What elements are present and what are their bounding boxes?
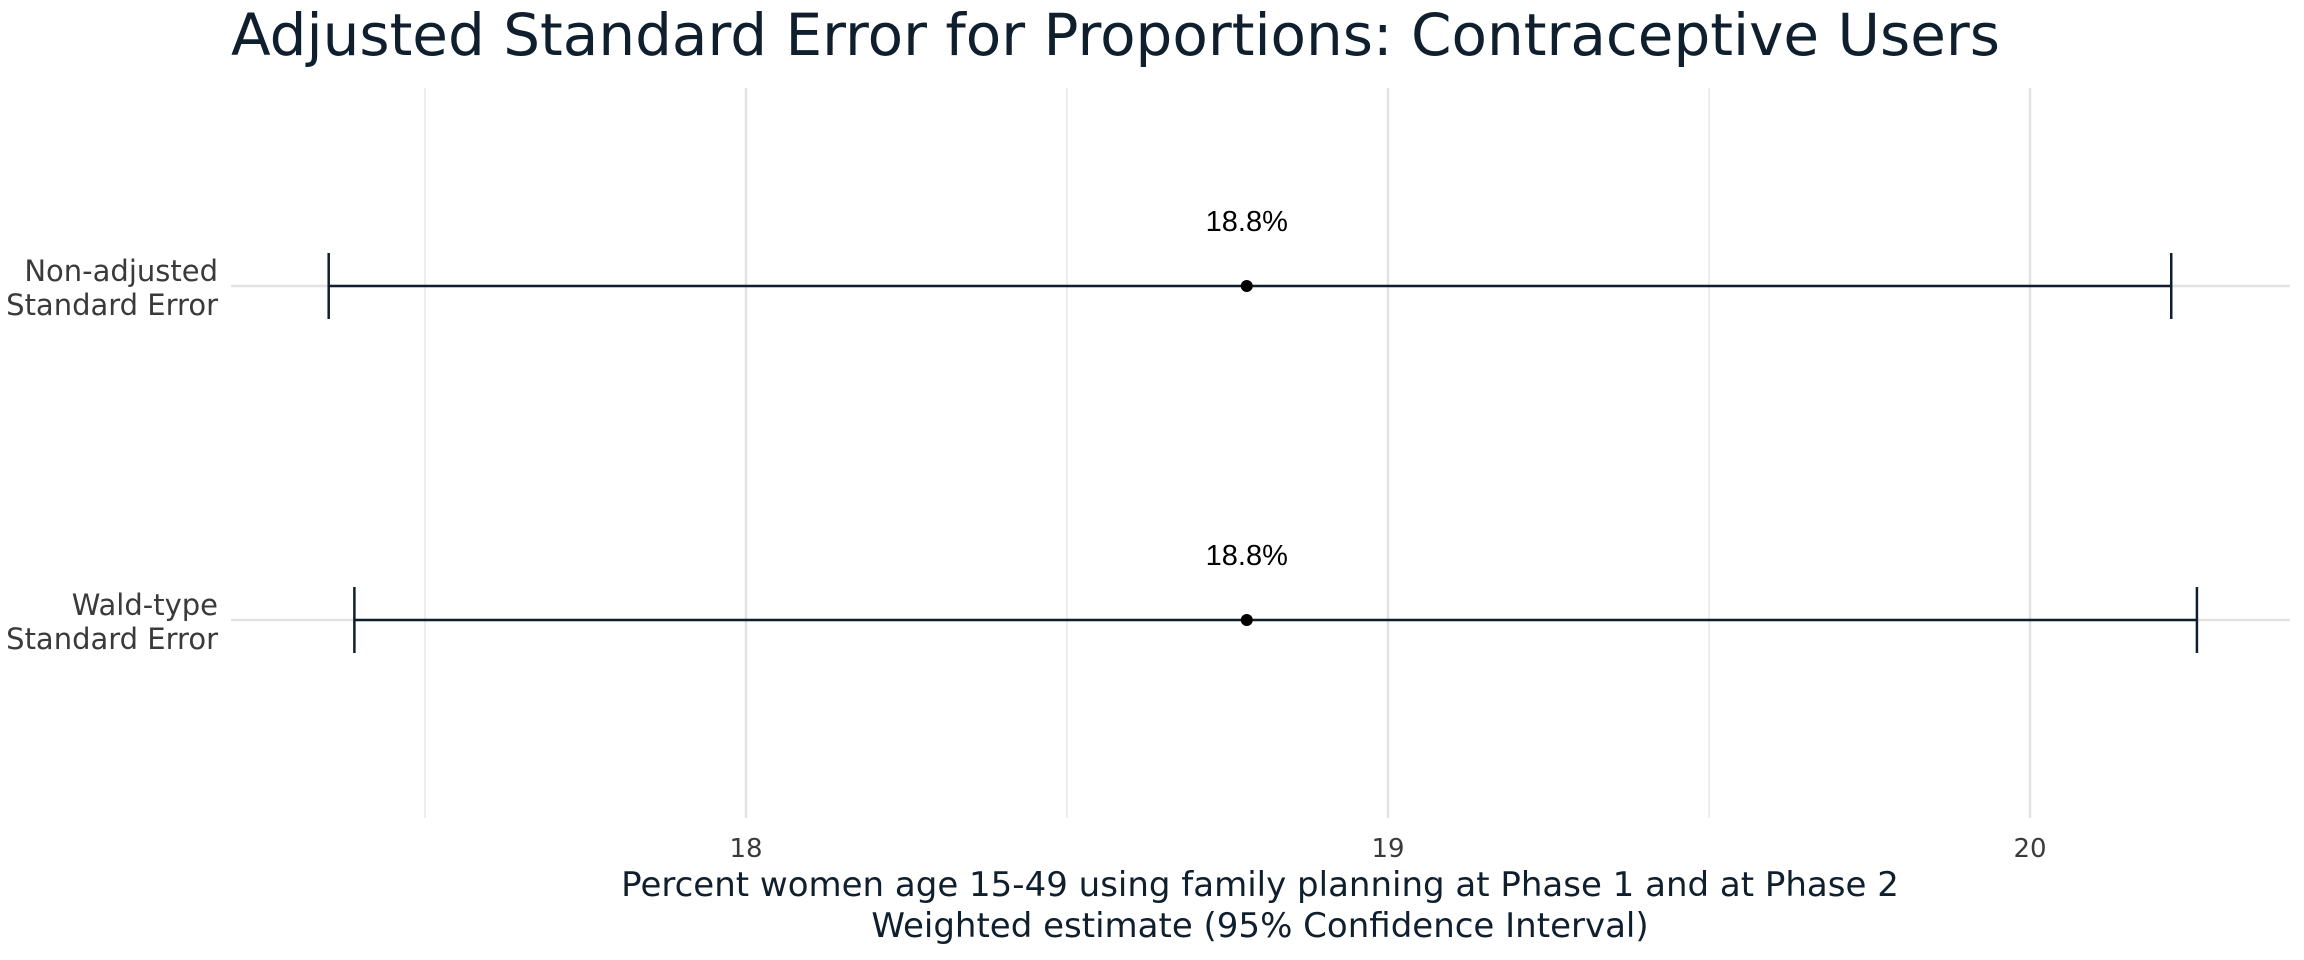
x-axis-label-line1: Percent women age 15-49 using family pla…	[621, 865, 1899, 905]
estimate-point	[1240, 614, 1253, 626]
error-bar-row: 18.8%	[353, 540, 2199, 653]
y-axis-label-line2: Standard Error	[6, 622, 218, 656]
y-axis-label-line1: Wald-type	[72, 588, 218, 622]
error-bars: 18.8% 18.8%	[327, 206, 2199, 653]
y-axis-label-line1: Non-adjusted	[24, 254, 218, 288]
data-label: 18.8%	[1206, 540, 1288, 572]
x-tick-label: 20	[2013, 834, 2046, 864]
chart-title: Adjusted Standard Error for Proportions:…	[231, 1, 2000, 69]
data-label: 18.8%	[1206, 206, 1288, 238]
estimate-point	[1240, 280, 1253, 292]
grid-lines	[231, 88, 2290, 818]
error-bar-row: 18.8%	[327, 206, 2173, 319]
y-axis-label-line2: Standard Error	[6, 288, 218, 322]
x-tick-label: 19	[1371, 834, 1404, 864]
x-axis-ticks: 18 19 20	[729, 834, 2046, 864]
x-tick-label: 18	[729, 834, 762, 864]
x-axis-label-line2: Weighted estimate (95% Confidence Interv…	[871, 906, 1648, 946]
